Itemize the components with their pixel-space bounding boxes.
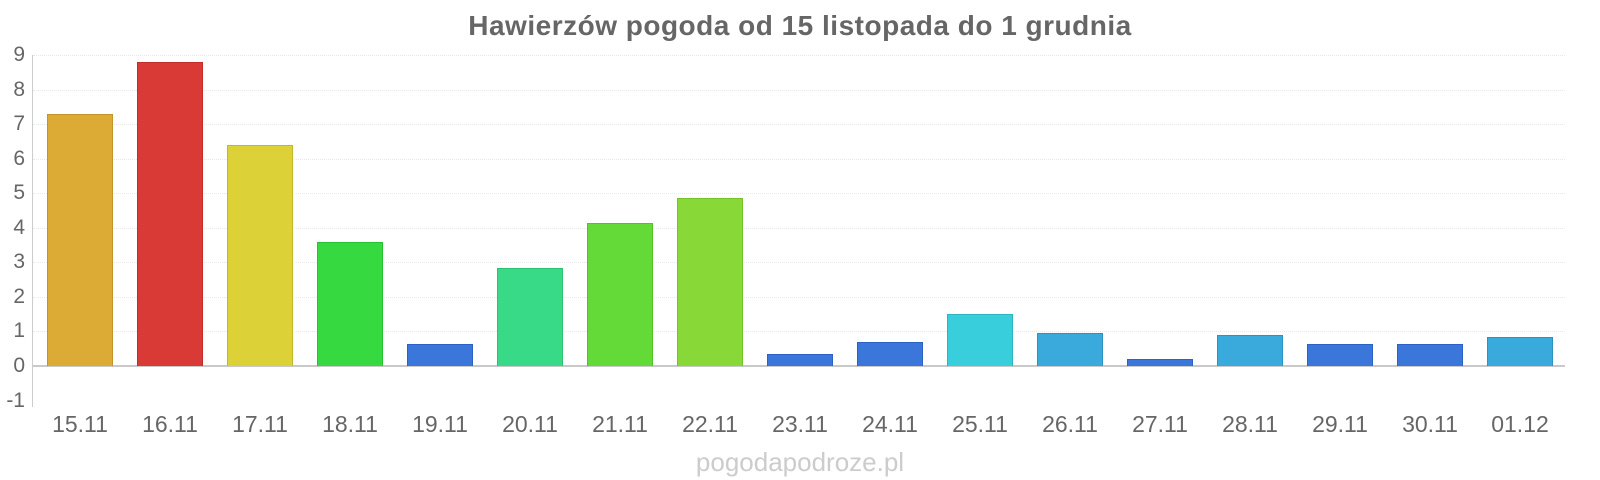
bar[interactable] bbox=[587, 222, 653, 366]
bars-container bbox=[35, 55, 1565, 366]
bar[interactable] bbox=[317, 241, 383, 366]
x-tick-label: 24.11 bbox=[862, 411, 918, 437]
bar[interactable] bbox=[47, 113, 113, 366]
bar[interactable] bbox=[407, 343, 473, 366]
gridline bbox=[33, 89, 1565, 91]
y-tick-label: 3 bbox=[13, 250, 25, 274]
bar[interactable] bbox=[1037, 333, 1103, 366]
y-tick-label: 9 bbox=[13, 43, 25, 66]
bar[interactable] bbox=[1127, 359, 1193, 366]
y-tick-label: 1 bbox=[13, 319, 25, 343]
x-tick-label: 29.11 bbox=[1312, 411, 1368, 437]
bar[interactable] bbox=[1397, 343, 1463, 366]
gridline bbox=[33, 55, 1565, 56]
bar-column bbox=[665, 55, 755, 366]
x-tick-label: 27.11 bbox=[1132, 411, 1188, 437]
y-tick-label: 8 bbox=[13, 77, 25, 101]
y-axis-line bbox=[32, 55, 33, 407]
bar-column bbox=[845, 55, 935, 366]
gridline bbox=[33, 331, 1565, 333]
bar-column bbox=[395, 55, 485, 366]
bar[interactable] bbox=[497, 267, 563, 366]
x-tick-label: 30.11 bbox=[1402, 411, 1458, 437]
x-tick-label: 17.11 bbox=[232, 411, 288, 437]
bar-column bbox=[1025, 55, 1115, 366]
chart-title: Hawierzów pogoda od 15 listopada do 1 gr… bbox=[468, 10, 1132, 41]
bar-column bbox=[485, 55, 575, 366]
gridline bbox=[33, 158, 1565, 160]
x-tick-label: 22.11 bbox=[682, 411, 738, 437]
x-tick-label: 20.11 bbox=[502, 411, 558, 437]
bar[interactable] bbox=[767, 353, 833, 366]
bar-column bbox=[1385, 55, 1475, 366]
bar-column bbox=[215, 55, 305, 366]
bar[interactable] bbox=[1307, 343, 1373, 366]
x-tick-label: 19.11 bbox=[412, 411, 468, 437]
x-tick-label: 26.11 bbox=[1042, 411, 1098, 437]
bar[interactable] bbox=[227, 144, 293, 366]
y-tick-label: 4 bbox=[13, 215, 25, 239]
bar-column bbox=[1475, 55, 1565, 366]
bar[interactable] bbox=[1217, 334, 1283, 366]
x-tick-label: 18.11 bbox=[322, 411, 378, 437]
y-tick-label: 5 bbox=[13, 181, 25, 205]
x-tick-label: 16.11 bbox=[142, 411, 198, 437]
y-tick-label: -1 bbox=[6, 388, 25, 412]
y-tick-label: 0 bbox=[13, 354, 25, 378]
bar-column bbox=[1205, 55, 1295, 366]
x-tick-label: 21.11 bbox=[592, 411, 648, 437]
bar-column bbox=[755, 55, 845, 366]
bar-column bbox=[35, 55, 125, 366]
gridline bbox=[33, 227, 1565, 229]
x-tick-label: 01.12 bbox=[1491, 411, 1549, 437]
gridline bbox=[33, 124, 1565, 126]
x-tick-label: 15.11 bbox=[52, 411, 108, 437]
bar-column bbox=[125, 55, 215, 366]
x-tick-label: 23.11 bbox=[772, 411, 828, 437]
gridline bbox=[33, 262, 1565, 264]
y-tick-label: 6 bbox=[13, 146, 25, 170]
bar[interactable] bbox=[137, 61, 203, 366]
bar-column bbox=[575, 55, 665, 366]
bar[interactable] bbox=[1487, 336, 1553, 366]
y-tick-label: 7 bbox=[13, 112, 25, 136]
bar-column bbox=[1295, 55, 1385, 366]
bar-column bbox=[935, 55, 1025, 366]
bar[interactable] bbox=[947, 314, 1013, 366]
bar[interactable] bbox=[677, 198, 743, 366]
zero-gridline bbox=[33, 365, 1565, 368]
gridline bbox=[33, 193, 1565, 195]
x-axis-labels: 15.11 16.11 17.11 18.11 19.11 20.11 21.11 22.11… bbox=[35, 411, 1565, 438]
bar-column bbox=[305, 55, 395, 366]
x-tick-label: 28.11 bbox=[1222, 411, 1278, 437]
x-tick-label: 25.11 bbox=[952, 411, 1008, 437]
bar[interactable] bbox=[857, 341, 923, 366]
bar-column bbox=[1115, 55, 1205, 366]
gridline bbox=[33, 296, 1565, 298]
plot-area: 9 8 7 6 5 4 3 2 1 0 -1 15.11 16.11 17.11 18.11 19.11 20… bbox=[6, 43, 1565, 437]
y-tick-label: 2 bbox=[13, 284, 25, 308]
watermark: pogodapodroze.pl bbox=[695, 447, 905, 477]
